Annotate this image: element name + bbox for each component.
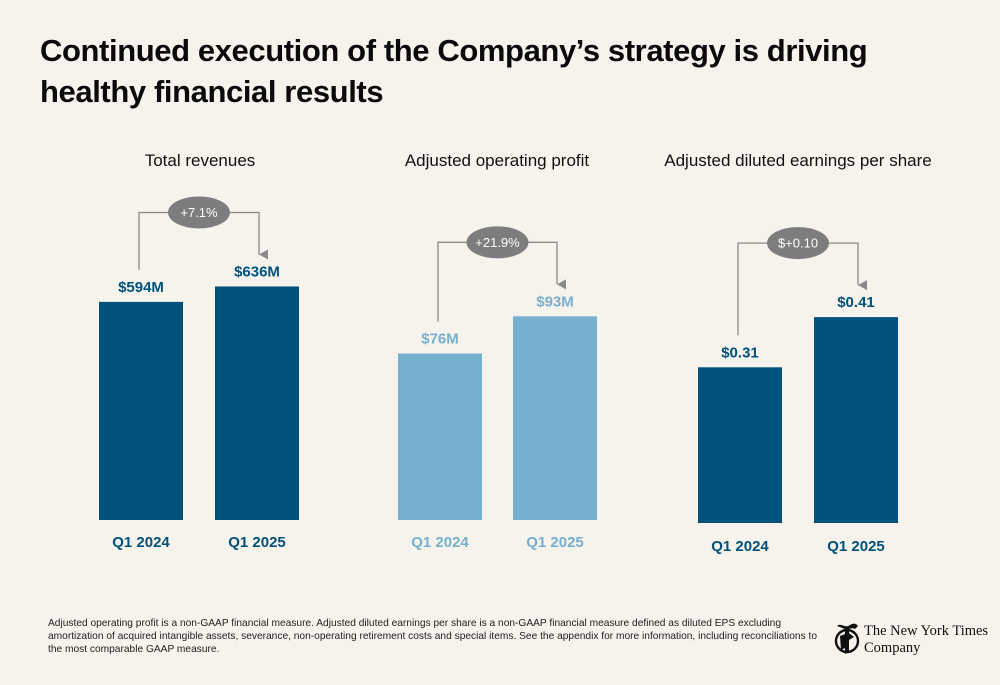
bar — [398, 353, 482, 520]
change-badge — [466, 226, 529, 259]
data-label: $594M — [118, 279, 164, 296]
data-label: $93M — [536, 293, 574, 310]
logo-line-1: The New York Times — [864, 623, 989, 639]
bar — [513, 316, 597, 520]
x-tick-label: Q1 2024 — [711, 538, 769, 555]
chart-title: Total revenues — [145, 151, 256, 170]
bar — [215, 286, 299, 520]
x-tick-label: Q1 2025 — [228, 534, 286, 551]
bar — [99, 301, 183, 520]
chart-2: Adjusted operating profit $76M Q1 2024 $93M… — [398, 151, 597, 551]
change-badge — [168, 196, 230, 229]
chart-title: Adjusted diluted earnings per share — [664, 151, 931, 170]
logo-text: The New York Times Company — [864, 623, 988, 657]
charts-area: Total revenues $594M Q1 2024 $636M Q1 2025 +7… — [99, 151, 932, 555]
data-label: $0.41 — [837, 294, 875, 311]
page-title: Continued execution of the Company’s str… — [40, 33, 868, 109]
change-badge — [767, 227, 829, 260]
nyt-t-logo-icon — [834, 623, 860, 654]
data-label: $0.31 — [721, 344, 759, 361]
x-tick-label: Q1 2025 — [526, 534, 584, 551]
x-tick-label: Q1 2024 — [112, 534, 170, 551]
company-logo[interactable]: The New York Times Company — [832, 620, 992, 660]
x-tick-label: Q1 2024 — [411, 534, 469, 551]
change-badge-label: +21.9% — [475, 235, 520, 250]
change-badge-label: $+0.10 — [778, 236, 818, 251]
bar — [698, 367, 782, 523]
change-badge-label: +7.1% — [180, 205, 218, 220]
data-label: $636M — [234, 263, 280, 280]
bar — [814, 317, 898, 523]
chart-title: Adjusted operating profit — [405, 151, 590, 170]
x-tick-label: Q1 2025 — [827, 538, 885, 555]
logo-line-2: Company — [864, 640, 921, 656]
chart-3: Adjusted diluted earnings per share $0.31… — [664, 151, 931, 555]
data-label: $76M — [421, 331, 459, 348]
footnote: Adjusted operating profit is a non-GAAP … — [48, 618, 818, 655]
chart-1: Total revenues $594M Q1 2024 $636M Q1 2025 +7… — [99, 151, 299, 551]
